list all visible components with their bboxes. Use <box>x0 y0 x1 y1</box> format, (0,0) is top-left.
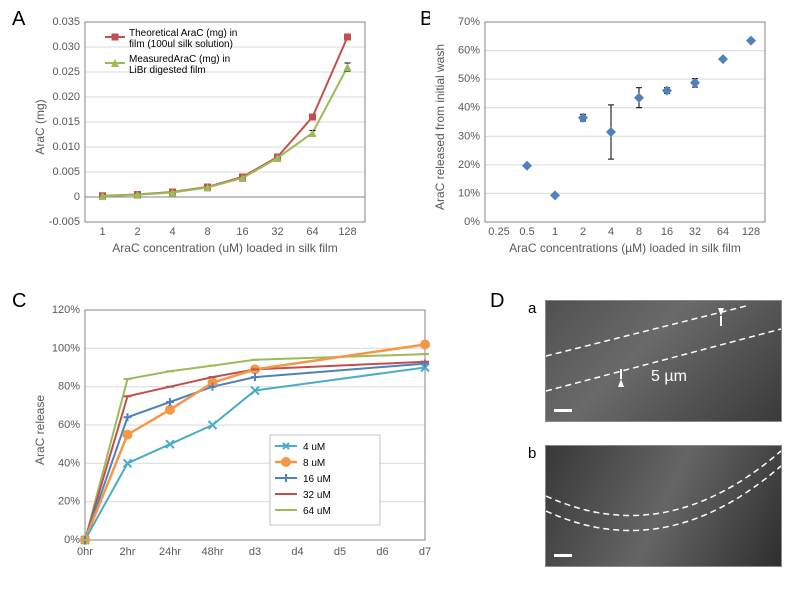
svg-text:0.25: 0.25 <box>488 226 509 238</box>
svg-text:64 uM: 64 uM <box>303 506 331 517</box>
svg-text:10%: 10% <box>458 187 480 199</box>
svg-text:2: 2 <box>580 226 586 238</box>
sem-annotation: 5 µm <box>651 368 687 385</box>
svg-text:MeasuredAraC (mg) in: MeasuredAraC (mg) in <box>129 54 230 65</box>
svg-text:0.030: 0.030 <box>52 41 80 53</box>
svg-text:100%: 100% <box>52 342 80 354</box>
panel-d-label: D <box>490 290 504 313</box>
svg-text:20%: 20% <box>58 496 80 508</box>
svg-text:1: 1 <box>552 226 558 238</box>
svg-text:0.035: 0.035 <box>52 16 80 28</box>
svg-text:d3: d3 <box>249 546 261 558</box>
svg-text:20%: 20% <box>458 159 480 171</box>
sem-image-a: 5 µm <box>545 300 782 422</box>
svg-text:50%: 50% <box>458 73 480 85</box>
svg-text:32: 32 <box>271 226 283 238</box>
svg-text:2: 2 <box>134 226 140 238</box>
svg-text:30%: 30% <box>458 130 480 142</box>
svg-text:film (100ul silk solution): film (100ul silk solution) <box>129 39 233 50</box>
svg-text:16 uM: 16 uM <box>303 474 331 485</box>
svg-text:8: 8 <box>204 226 210 238</box>
panel-d-sub-b: b <box>528 445 536 462</box>
svg-text:0.010: 0.010 <box>52 141 80 153</box>
svg-text:128: 128 <box>338 226 356 238</box>
svg-text:2hr: 2hr <box>120 546 136 558</box>
svg-text:24hr: 24hr <box>159 546 181 558</box>
svg-text:d6: d6 <box>376 546 388 558</box>
sem-image-b <box>545 445 782 567</box>
svg-text:d5: d5 <box>334 546 346 558</box>
svg-text:80%: 80% <box>58 381 80 393</box>
panel-b-chart: 0% 10% 20% 30% 40% 50% 60% 70% 0.25 0.5 … <box>430 12 790 257</box>
svg-text:40%: 40% <box>458 102 480 114</box>
svg-text:48hr: 48hr <box>201 546 223 558</box>
svg-text:128: 128 <box>742 226 760 238</box>
svg-text:64: 64 <box>306 226 318 238</box>
svg-text:8: 8 <box>636 226 642 238</box>
svg-text:0.005: 0.005 <box>52 166 80 178</box>
svg-text:4: 4 <box>169 226 175 238</box>
svg-text:0: 0 <box>74 191 80 203</box>
svg-text:32 uM: 32 uM <box>303 490 331 501</box>
panel-b-xlabel: AraC concentrations (µM) loaded in silk … <box>509 241 741 255</box>
svg-text:64: 64 <box>717 226 729 238</box>
svg-text:LiBr digested film: LiBr digested film <box>129 65 206 76</box>
svg-text:0.025: 0.025 <box>52 66 80 78</box>
svg-text:70%: 70% <box>458 16 480 28</box>
svg-text:16: 16 <box>236 226 248 238</box>
svg-text:8 uM: 8 uM <box>303 458 325 469</box>
svg-text:40%: 40% <box>58 457 80 469</box>
svg-text:4 uM: 4 uM <box>303 442 325 453</box>
svg-text:Theoretical AraC (mg) in: Theoretical AraC (mg) in <box>129 28 237 39</box>
panel-c-chart: 0% 20% 40% 60% 80% 100% 120% 0hr 2hr 24h… <box>30 300 450 580</box>
svg-text:d4: d4 <box>291 546 303 558</box>
svg-text:32: 32 <box>689 226 701 238</box>
svg-text:0hr: 0hr <box>77 546 93 558</box>
panel-c-ylabel: AraC release <box>33 395 47 465</box>
panel-a-label: A <box>12 8 25 31</box>
svg-text:60%: 60% <box>458 45 480 57</box>
panel-a-xlabel: AraC concentration (uM) loaded in silk f… <box>112 241 337 255</box>
svg-text:0%: 0% <box>464 216 480 228</box>
svg-text:4: 4 <box>608 226 614 238</box>
svg-text:1: 1 <box>99 226 105 238</box>
svg-text:60%: 60% <box>58 419 80 431</box>
svg-text:120%: 120% <box>52 304 80 316</box>
svg-text:0.020: 0.020 <box>52 91 80 103</box>
panel-a-ylabel: AraC (mg) <box>33 99 47 154</box>
panel-a-chart: -0.005 0 0.005 0.010 0.015 0.020 0.025 0… <box>30 12 400 257</box>
panel-b-ylabel: AraC released from initial wash <box>433 44 447 210</box>
panel-c-label: C <box>12 290 26 313</box>
svg-text:-0.005: -0.005 <box>49 216 80 228</box>
svg-text:d7: d7 <box>419 546 431 558</box>
svg-text:0.5: 0.5 <box>519 226 534 238</box>
svg-text:16: 16 <box>661 226 673 238</box>
svg-text:0%: 0% <box>64 534 80 546</box>
svg-text:0.015: 0.015 <box>52 116 80 128</box>
panel-d-sub-a: a <box>528 300 536 317</box>
